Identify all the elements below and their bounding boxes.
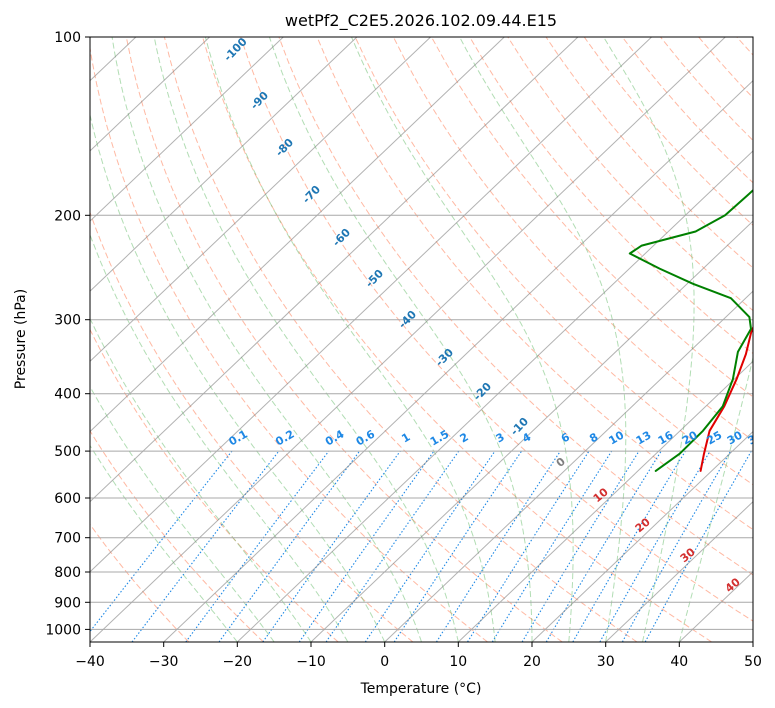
isotherm-line — [605, 501, 753, 642]
mixing-ratio-line — [364, 450, 496, 642]
isotherm-line — [90, 37, 358, 292]
moist-adiabat — [603, 37, 695, 642]
dry-adiabat — [90, 45, 488, 642]
y-tick-label: 600 — [54, 491, 81, 507]
isotherm-line — [163, 80, 753, 642]
y-tick-label: 900 — [54, 595, 81, 611]
dry-adiabat — [90, 429, 264, 642]
y-tick-label: 300 — [54, 313, 81, 329]
x-tick-label: −20 — [223, 654, 253, 670]
axis-group: −40 −30 −20 −10 0 10 20 30 40 50 100 200 300 400 500 60… — [45, 30, 762, 670]
mixing-ratio-line — [521, 450, 640, 642]
x-tick-label: −30 — [149, 654, 179, 670]
isotherm-line — [90, 37, 210, 152]
y-tick-label: 500 — [54, 444, 81, 460]
mixing-ratio-label: 36 — [746, 428, 766, 447]
y-tick-label: 200 — [54, 208, 81, 224]
dry-adiabat — [354, 37, 753, 486]
y-tick-label: 700 — [54, 531, 81, 547]
isotherm-line — [90, 37, 505, 433]
x-tick-label: 50 — [744, 654, 762, 670]
mixing-ratio-line — [90, 450, 233, 633]
isotherm-line — [236, 150, 753, 642]
moist-adiabat — [90, 112, 386, 642]
moist-adiabat — [204, 37, 496, 642]
dry-adiabat — [392, 37, 753, 442]
moist-adiabat — [268, 37, 533, 642]
mixing-ratio-line — [467, 450, 590, 642]
mixing-ratio-line — [435, 450, 561, 642]
mixing-ratio-line — [298, 450, 435, 642]
mixing-ratio-line — [545, 450, 662, 642]
isotherm-line — [457, 360, 753, 642]
moist-adiabat — [459, 37, 627, 642]
y-tick-label: 100 — [54, 30, 81, 46]
dry-adiabat — [163, 37, 638, 642]
mixing-ratio-line — [262, 450, 401, 642]
moist-adiabat — [90, 317, 312, 642]
mixing-ratio-line — [621, 450, 732, 642]
isotherm-line — [90, 37, 284, 222]
isotherm-line — [90, 37, 579, 503]
x-tick-label: 20 — [523, 654, 541, 670]
isotherm-line — [531, 430, 753, 642]
plot-clip-group — [90, 37, 753, 642]
y-axis-label: Pressure (hPa) — [13, 289, 29, 389]
mixing-ratio-line — [325, 450, 460, 642]
isotherm-line — [90, 37, 431, 363]
dry-adiabat — [90, 211, 414, 642]
isotherm-line — [310, 220, 753, 642]
dewpoint-profile-line — [628, 188, 753, 472]
plot-frame — [89, 36, 754, 643]
plot-area — [90, 37, 753, 642]
moist-adiabat — [351, 37, 574, 642]
x-tick-label: 40 — [670, 654, 688, 670]
y-tick-label: 400 — [54, 387, 81, 403]
dry-adiabat — [431, 37, 753, 398]
x-tick-label: 0 — [380, 654, 389, 670]
chart-title: wetPf2_C2E5.2026.102.09.44.E15 — [285, 11, 557, 31]
x-tick-label: −10 — [296, 654, 326, 670]
y-tick-label: 1000 — [45, 622, 81, 638]
isotherm-line — [384, 290, 753, 642]
moist-adiabat — [90, 233, 349, 642]
x-tick-label: −40 — [75, 654, 105, 670]
moist-adiabat — [153, 37, 459, 642]
y-tick-label: 800 — [54, 565, 81, 581]
dry-adiabat — [90, 523, 190, 642]
isotherm-line — [90, 37, 726, 642]
mixing-ratio-line — [218, 450, 361, 642]
dry-adiabat — [507, 37, 753, 312]
mixing-ratio-line — [185, 450, 330, 642]
x-tick-label: 30 — [597, 654, 615, 670]
x-tick-label: 10 — [449, 654, 467, 670]
moist-adiabat — [111, 37, 422, 642]
x-axis-label: Temperature (°C) — [360, 681, 482, 697]
temperature-profile-line — [699, 325, 753, 472]
isotherm-line — [90, 37, 652, 573]
